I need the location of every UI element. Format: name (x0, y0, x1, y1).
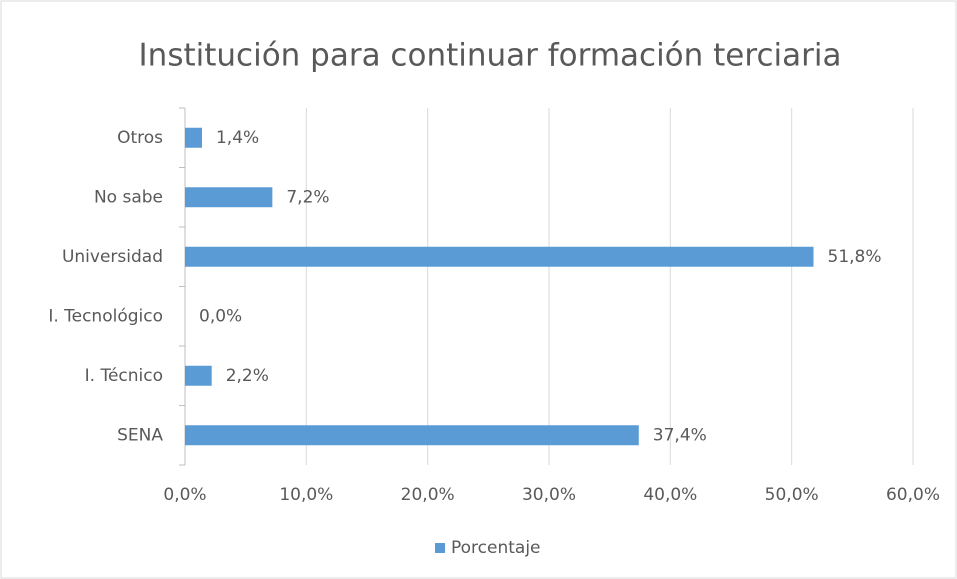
y-tick-label: No sabe (94, 187, 163, 207)
bar (185, 246, 814, 267)
value-label: 0,0% (199, 306, 242, 326)
x-tick-label: 10,0% (279, 485, 333, 505)
x-tick-label: 30,0% (522, 485, 576, 505)
y-tick-label: Universidad (62, 247, 163, 267)
x-tick-label: 20,0% (401, 485, 455, 505)
legend-swatch (435, 543, 445, 553)
bar (185, 127, 202, 148)
y-tick-label: SENA (117, 425, 163, 445)
y-tick-label: I. Tecnológico (48, 306, 163, 326)
chart-title: Institución para continuar formación ter… (139, 38, 842, 74)
x-tick-label: 0,0% (163, 485, 206, 505)
x-tick-label: 40,0% (643, 485, 697, 505)
bar (185, 365, 212, 386)
value-label: 37,4% (653, 425, 707, 445)
value-label: 1,4% (216, 128, 259, 148)
y-tick-label: I. Técnico (85, 366, 163, 386)
x-tick-label: 60,0% (886, 485, 940, 505)
y-tick-label: Otros (117, 128, 163, 148)
legend-label: Porcentaje (451, 538, 541, 558)
bar (185, 425, 639, 446)
x-tick-label: 50,0% (765, 485, 819, 505)
value-label: 51,8% (828, 247, 882, 267)
value-label: 2,2% (226, 366, 269, 386)
value-label: 7,2% (286, 187, 329, 207)
bar (185, 187, 273, 208)
